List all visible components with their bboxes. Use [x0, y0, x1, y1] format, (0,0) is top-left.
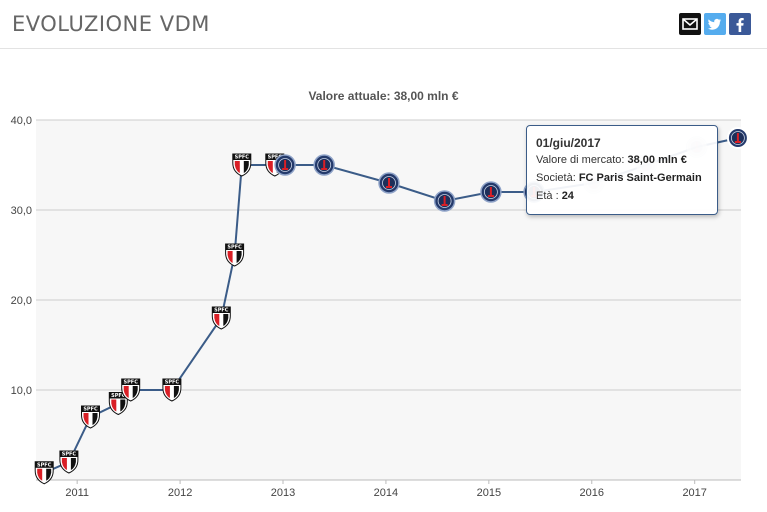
x-tick-label: 2012: [168, 487, 192, 499]
x-tick-label: 2016: [580, 487, 604, 499]
y-tick-label: 10,0: [11, 385, 32, 397]
x-tick-label: 2011: [65, 487, 89, 499]
mail-icon: [682, 18, 698, 30]
psg-crest-marker[interactable]: [378, 172, 400, 194]
psg-crest-marker[interactable]: [726, 127, 749, 149]
tooltip-market-value-row: Valore di mercato: 38,00 mln €: [536, 154, 687, 166]
svg-text:SPFC: SPFC: [227, 245, 242, 251]
share-twitter-button[interactable]: [704, 13, 726, 35]
y-tick-label: 20,0: [11, 295, 32, 307]
psg-crest-marker[interactable]: [274, 154, 296, 176]
svg-text:SPFC: SPFC: [62, 452, 77, 458]
tooltip-club-row: Società: FC Paris Saint-Germain: [536, 172, 702, 184]
svg-text:SPFC: SPFC: [235, 155, 250, 161]
y-tick-label: 30,0: [11, 205, 32, 217]
tooltip-date: 01/giu/2017: [536, 136, 601, 150]
header: EVOLUZIONE VDM: [0, 0, 767, 49]
saopaulo-crest-marker[interactable]: SPFC: [232, 153, 252, 177]
tooltip-market-value-label: Valore di mercato:: [536, 154, 625, 166]
saopaulo-crest-marker[interactable]: SPFC: [59, 450, 79, 474]
page-title: EVOLUZIONE VDM: [12, 12, 210, 36]
svg-text:SPFC: SPFC: [37, 462, 52, 468]
facebook-icon: [736, 18, 744, 32]
saopaulo-crest-marker[interactable]: SPFC: [121, 378, 141, 402]
tooltip-age-row: Età : 24: [536, 190, 574, 202]
saopaulo-crest-marker[interactable]: SPFC: [81, 405, 100, 429]
share-mail-button[interactable]: [679, 13, 701, 35]
share-facebook-button[interactable]: [729, 13, 751, 35]
y-tick-label: 40,0: [11, 115, 32, 127]
chart-title: Valore attuale: 38,00 mln €: [308, 89, 459, 103]
svg-text:SPFC: SPFC: [165, 380, 180, 386]
svg-text:SPFC: SPFC: [83, 407, 98, 413]
value-tooltip: 01/giu/2017 Valore di mercato: 38,00 mln…: [526, 125, 718, 215]
tooltip-club: FC Paris Saint-Germain: [578, 172, 702, 184]
psg-crest-marker[interactable]: [480, 181, 502, 203]
x-tick-label: 2014: [374, 487, 398, 499]
psg-crest-marker[interactable]: [313, 154, 335, 176]
saopaulo-crest-marker[interactable]: SPFC: [225, 243, 245, 267]
x-tick-label: 2015: [477, 487, 501, 499]
tooltip-age: 24: [561, 190, 574, 202]
tooltip-market-value: 38,00 mln €: [627, 154, 687, 166]
svg-text:SPFC: SPFC: [268, 155, 283, 161]
saopaulo-crest-marker[interactable]: SPFC: [108, 392, 128, 416]
tooltip-club-label: Società:: [536, 172, 576, 184]
tooltip-age-label: Età :: [536, 190, 559, 202]
x-tick-label: 2017: [682, 487, 706, 499]
twitter-icon: [708, 18, 721, 30]
svg-text:SPFC: SPFC: [111, 393, 126, 399]
psg-crest-marker[interactable]: [433, 190, 456, 212]
svg-text:SPFC: SPFC: [214, 308, 229, 314]
saopaulo-crest-marker[interactable]: SPFC: [34, 461, 54, 485]
saopaulo-crest-marker[interactable]: SPFC: [162, 378, 182, 402]
saopaulo-crest-marker[interactable]: SPFC: [211, 306, 231, 330]
x-tick-label: 2013: [271, 487, 295, 499]
svg-text:SPFC: SPFC: [124, 380, 139, 386]
